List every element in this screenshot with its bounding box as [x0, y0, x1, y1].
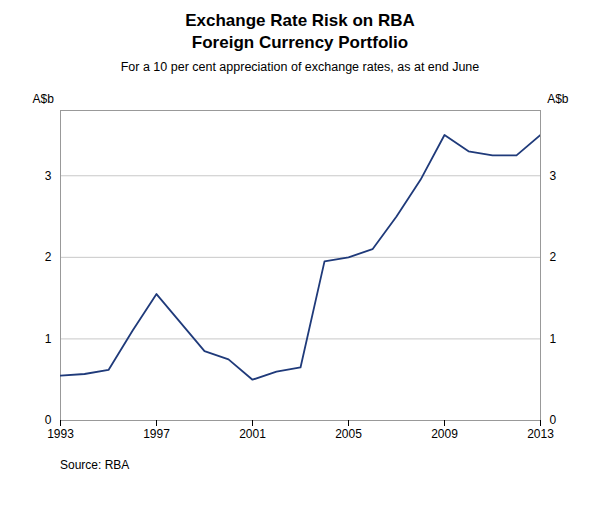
- svg-text:3: 3: [45, 169, 52, 183]
- svg-text:1993: 1993: [47, 427, 74, 441]
- svg-text:2005: 2005: [335, 427, 362, 441]
- svg-text:A$b: A$b: [547, 92, 569, 106]
- html-text:Exchange Rate Risk on RBA: Exchange Rate Risk on RBA: [185, 11, 415, 30]
- svg-text:0: 0: [550, 413, 557, 427]
- svg-text:2: 2: [550, 250, 557, 264]
- svg-text:1: 1: [550, 332, 557, 346]
- svg-text:2009: 2009: [431, 427, 458, 441]
- svg-text:0: 0: [45, 413, 52, 427]
- svg-text:1: 1: [45, 332, 52, 346]
- svg-text:2013: 2013: [527, 427, 554, 441]
- svg-text:1997: 1997: [143, 427, 170, 441]
- svg-text:2001: 2001: [239, 427, 266, 441]
- svg-text:3: 3: [550, 169, 557, 183]
- html-text:For a 10 per cent appreciation: For a 10 per cent appreciation of exchan…: [120, 60, 480, 74]
- svg-text:2: 2: [45, 250, 52, 264]
- svg-text:A$b: A$b: [33, 92, 55, 106]
- html-text:Source: RBA: Source: RBA: [60, 458, 130, 472]
- html-text:Foreign Currency Portfolio: Foreign Currency Portfolio: [191, 33, 409, 52]
